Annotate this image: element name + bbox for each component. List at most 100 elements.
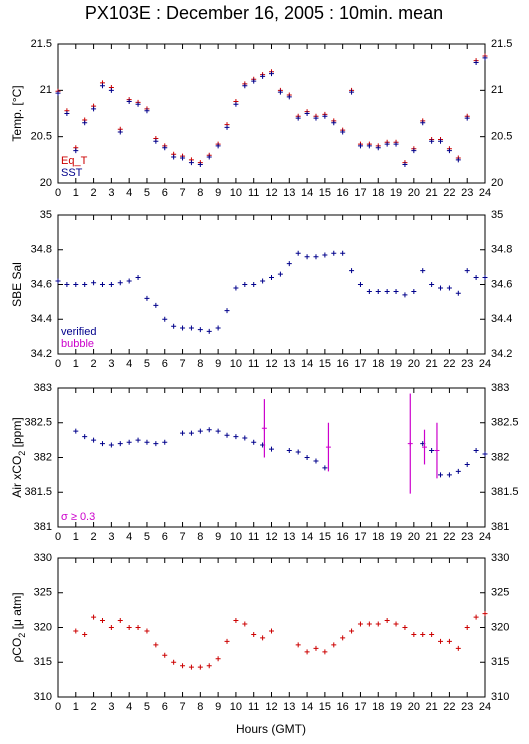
y-tick-label-right: 320 — [491, 621, 509, 633]
x-tick-label: 9 — [215, 701, 221, 713]
data-point — [340, 250, 346, 256]
data-point — [429, 282, 435, 287]
data-point — [277, 89, 283, 95]
x-tick-label: 18 — [372, 187, 384, 199]
x-tick-label: 10 — [230, 701, 242, 713]
data-point — [402, 292, 408, 298]
x-tick-label: 23 — [461, 187, 473, 199]
y-tick-label: 383 — [34, 382, 52, 394]
data-point — [233, 285, 239, 291]
data-point — [411, 288, 417, 294]
data-point — [233, 618, 239, 624]
data-point — [260, 73, 266, 79]
data-point — [438, 472, 444, 478]
data-point — [260, 278, 266, 284]
data-point — [135, 101, 141, 107]
x-tick-label: 10 — [230, 187, 242, 199]
x-tick-label: 13 — [283, 531, 295, 543]
data-point — [429, 448, 435, 454]
data-point — [73, 148, 79, 154]
data-point — [313, 254, 319, 260]
data-point — [153, 302, 159, 308]
data-point — [349, 628, 355, 634]
data-point — [126, 278, 132, 284]
y-axis-label: ρCO2 [μ atm] — [10, 592, 27, 662]
x-tick-label: 6 — [162, 187, 168, 199]
data-point — [215, 143, 221, 149]
data-point — [117, 441, 123, 447]
x-tick-label: 12 — [265, 531, 277, 543]
data-point — [180, 155, 186, 161]
data-point — [224, 638, 230, 644]
data-point — [91, 280, 97, 286]
data-point — [384, 141, 390, 147]
x-tick-label: 10 — [230, 358, 242, 370]
data-point — [375, 288, 381, 294]
x-tick-label: 7 — [179, 531, 185, 543]
x-tick-label: 24 — [479, 187, 491, 199]
y-tick-label-right: 325 — [491, 587, 509, 599]
x-tick-label: 20 — [408, 531, 420, 543]
data-point — [349, 89, 355, 95]
data-point — [464, 268, 470, 274]
data-point — [55, 90, 61, 96]
x-tick-label: 5 — [144, 187, 150, 199]
data-point — [144, 295, 150, 301]
legend-entry: SST — [61, 167, 83, 179]
data-point — [117, 129, 123, 135]
data-point — [420, 120, 426, 126]
data-point — [473, 275, 479, 281]
data-point — [73, 428, 79, 434]
x-tick-label: 2 — [91, 531, 97, 543]
data-point — [313, 458, 319, 464]
x-tick-label: 2 — [91, 187, 97, 199]
data-point — [304, 649, 310, 655]
data-point — [446, 638, 452, 644]
y-tick-label: 21 — [40, 84, 52, 96]
y-tick-label: 330 — [34, 552, 52, 564]
data-point — [313, 115, 319, 121]
x-tick-label: 16 — [337, 531, 349, 543]
y-tick-label-right: 20 — [491, 177, 503, 189]
data-point — [455, 645, 461, 651]
data-point — [82, 282, 88, 287]
data-point — [411, 148, 417, 154]
data-point — [464, 625, 470, 630]
y-axis-label: Air xCO2 [ppm] — [10, 417, 27, 497]
y-tick-label: 35 — [40, 209, 52, 221]
x-tick-label: 17 — [354, 358, 366, 370]
x-tick-label: 13 — [283, 187, 295, 199]
data-point — [73, 282, 79, 287]
x-tick-label: 0 — [55, 531, 61, 543]
data-point — [206, 427, 212, 433]
data-point — [269, 71, 274, 77]
data-point — [295, 642, 301, 648]
data-point — [82, 631, 88, 637]
data-point — [55, 278, 61, 284]
data-point — [82, 434, 88, 440]
data-point — [180, 430, 186, 436]
data-point — [242, 435, 248, 441]
x-tick-label: 17 — [354, 187, 366, 199]
data-point — [473, 614, 479, 620]
y-tick-label-right: 382.5 — [491, 417, 519, 429]
data-point — [384, 288, 390, 294]
data-point — [224, 124, 230, 130]
y-tick-label: 34.6 — [31, 278, 52, 290]
x-tick-label: 16 — [337, 701, 349, 713]
x-axis-label: Hours (GMT) — [236, 722, 306, 736]
data-point — [446, 472, 452, 478]
y-tick-label-right: 381 — [491, 521, 509, 533]
x-tick-label: 19 — [390, 187, 402, 199]
data-point — [144, 628, 150, 634]
data-point — [411, 631, 417, 637]
x-tick-label: 24 — [479, 701, 491, 713]
x-tick-label: 6 — [162, 701, 168, 713]
data-point — [393, 288, 399, 294]
x-tick-label: 11 — [248, 187, 259, 199]
x-tick-label: 11 — [248, 358, 259, 370]
x-tick-label: 17 — [354, 531, 366, 543]
x-tick-label: 18 — [372, 701, 384, 713]
plot-frame — [57, 557, 486, 698]
